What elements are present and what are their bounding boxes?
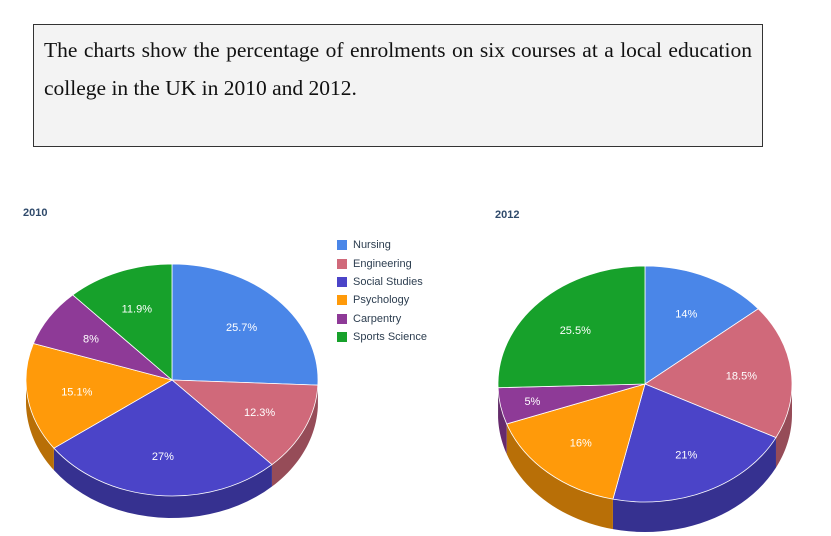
data-label-2010-1: 12.3% [244,407,275,419]
legend: Nursing Engineering Social Studies Psych… [337,236,427,346]
legend-swatch [337,332,347,343]
data-label-2010-4: 8% [83,334,99,346]
pie-side-2010-3 [26,380,54,471]
prompt-text: The charts show the percentage of enrolm… [44,38,752,100]
legend-item-engineering: Engineering [337,254,427,272]
chart-title-2010: 2010 [23,207,48,219]
pie-side-2010-2 [53,448,272,518]
data-label-2012-5: 25.5% [560,325,591,337]
pie-slice-2012-5 [497,265,646,389]
pie-side-2012-1 [775,384,792,468]
pie-slice-2012-3 [506,383,646,500]
pie-slice-2010-1 [170,379,319,466]
pie-side-2012-3 [506,423,613,530]
legend-item-sports-science: Sports Science [337,328,427,346]
legend-item-psychology: Psychology [337,291,427,309]
prompt-box: The charts show the percentage of enrolm… [33,24,763,147]
data-label-2010-3: 15.1% [61,387,92,399]
data-label-2012-0: 14% [675,309,697,321]
chart-title-2012: 2012 [495,209,520,221]
pie-side-2012-2 [612,437,776,532]
legend-label: Social Studies [353,275,423,288]
pie-slice-2012-0 [644,265,759,385]
data-label-2012-3: 16% [570,437,592,449]
pie-slice-2012-2 [612,383,777,503]
pie-slice-2010-0 [171,263,319,386]
legend-label: Engineering [353,257,412,270]
data-label-2010-0: 25.7% [226,322,257,334]
data-label-2010-5: 11.9% [122,304,153,316]
legend-swatch [337,240,347,251]
legend-swatch [337,295,347,306]
legend-label: Psychology [353,294,410,307]
pie-slice-2010-5 [72,263,173,381]
legend-swatch [337,258,347,269]
pie-slice-2010-2 [53,379,273,497]
legend-label: Carpentry [353,312,402,325]
legend-item-nursing: Nursing [337,236,427,254]
data-label-2012-4: 5% [524,396,540,408]
pie-slice-2012-1 [644,308,793,439]
legend-label: Sports Science [353,331,427,344]
data-label-2012-2: 21% [675,450,697,462]
legend-item-carpentry: Carpentry [337,310,427,328]
legend-swatch [337,276,347,287]
data-label-2010-2: 27% [152,451,174,463]
pie-slice-2010-3 [25,342,174,449]
pie-side-2010-1 [271,385,318,487]
data-label-2012-1: 18.5% [726,371,757,383]
legend-swatch [337,313,347,324]
legend-item-social-studies: Social Studies [337,273,427,291]
pie-side-2012-4 [498,387,507,454]
legend-label: Nursing [353,239,391,252]
